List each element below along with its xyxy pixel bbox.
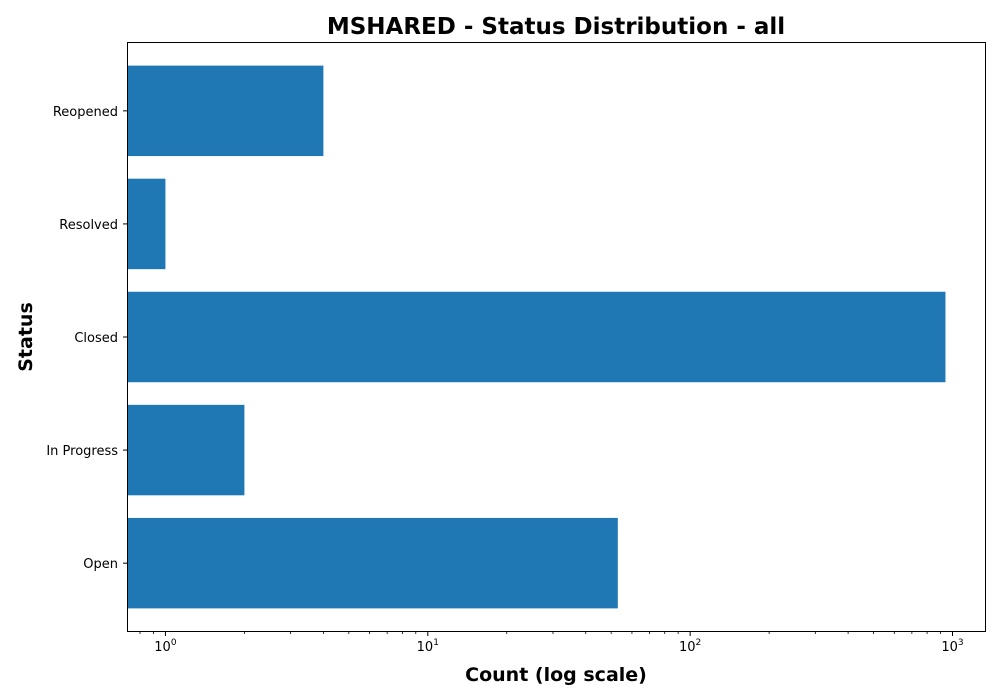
y-tick-label-closed: Closed <box>74 331 118 346</box>
bar-in-progress <box>128 404 245 496</box>
y-tick-label-open: Open <box>83 557 118 572</box>
bar-reopened <box>128 65 324 157</box>
bar-resolved <box>128 178 166 270</box>
x-tick-label: 102 <box>679 638 701 655</box>
bar-open <box>128 517 618 609</box>
chart-title: MSHARED - Status Distribution - all <box>327 14 785 40</box>
x-axis-ticks: 100 101 102 103 <box>139 631 964 655</box>
y-axis-ticks: Open In Progress Closed Resolved Reopened <box>46 105 128 572</box>
x-axis-label: Count (log scale) <box>465 664 647 686</box>
y-tick-label-in-progress: In Progress <box>46 444 118 459</box>
y-axis-label: Status <box>15 302 37 372</box>
y-tick-label-reopened: Reopened <box>53 105 118 120</box>
x-tick-label: 100 <box>154 638 177 655</box>
x-tick-label: 103 <box>941 638 963 655</box>
bar-closed <box>128 291 946 383</box>
bar-group <box>128 65 946 609</box>
x-tick-label: 101 <box>417 638 439 655</box>
y-tick-label-resolved: Resolved <box>59 218 118 233</box>
